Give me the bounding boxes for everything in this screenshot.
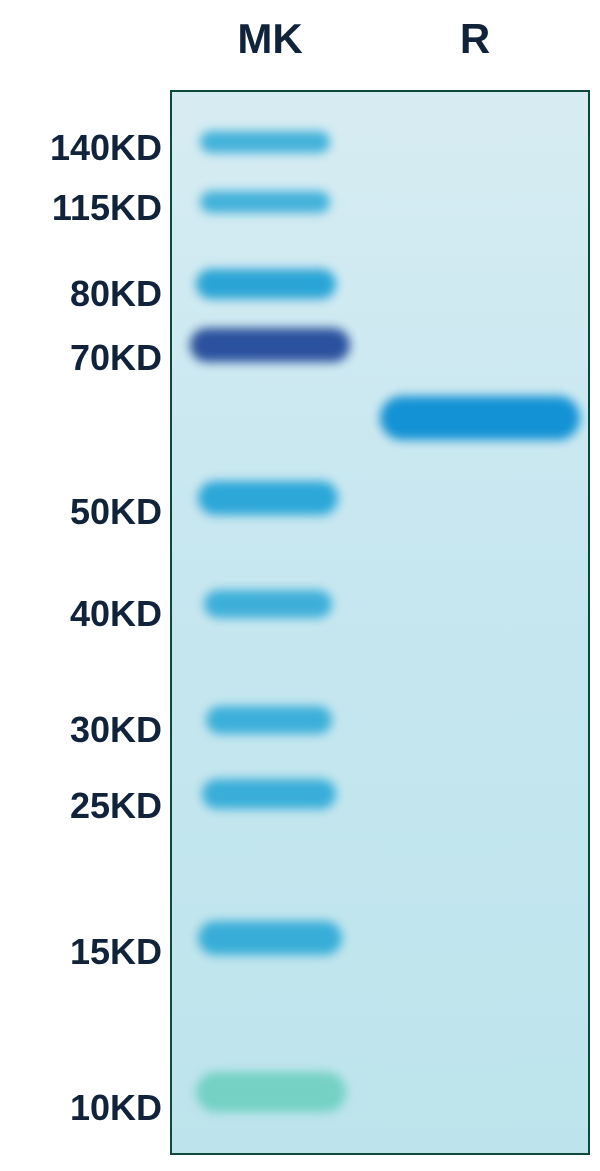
mw-label: 50KD	[0, 494, 168, 530]
mw-label: 10KD	[0, 1090, 168, 1126]
mw-label: 15KD	[0, 934, 168, 970]
mw-label: 140KD	[0, 130, 168, 166]
mw-label: 115KD	[0, 190, 168, 226]
gel-figure: MK R 140KD 115KD 80KD 70KD 50KD 40KD 30KD 25KD 15…	[0, 0, 600, 1171]
mw-label: 30KD	[0, 712, 168, 748]
mw-label: 40KD	[0, 596, 168, 632]
band-mk	[206, 706, 332, 734]
gel-background	[170, 90, 590, 1155]
lane-label-mk: MK	[210, 18, 330, 60]
mw-label: 80KD	[0, 276, 168, 312]
band-mk	[198, 921, 342, 955]
band-r	[380, 396, 580, 440]
band-mk	[196, 269, 336, 299]
band-mk	[202, 779, 336, 809]
band-mk	[196, 1072, 346, 1112]
band-mk	[200, 191, 330, 213]
band-mk	[204, 590, 332, 618]
mw-label: 25KD	[0, 788, 168, 824]
band-mk	[198, 481, 338, 515]
lane-label-r: R	[435, 18, 515, 60]
mw-label: 70KD	[0, 340, 168, 376]
band-mk	[200, 131, 330, 153]
band-mk	[190, 328, 350, 362]
